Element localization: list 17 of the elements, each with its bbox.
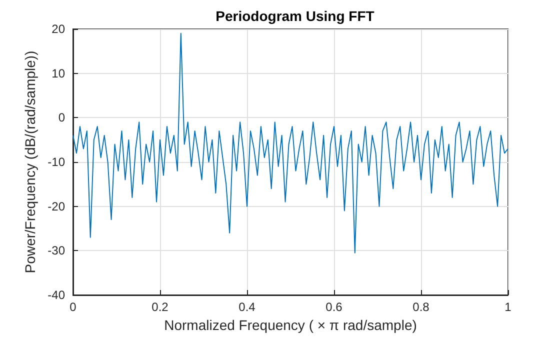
y-axis-title: Power/Frequency (dB/(rad/sample)) [22,50,38,274]
x-tick-label: 0.6 [326,300,343,314]
line-series [72,32,508,254]
chart-title: Periodogram Using FFT [216,8,375,24]
y-tick-label: 10 [52,66,66,80]
y-tick-label: -40 [48,288,66,302]
y-tick-label: -30 [48,244,66,258]
x-tick-label: 1 [504,300,512,314]
x-tick-label: 0.4 [238,300,256,314]
y-tick-label: 20 [52,22,66,36]
x-tick-label: 0.2 [152,300,169,314]
y-tick-label: -10 [48,155,66,169]
x-axis-title: Normalized Frequency ( × π rad/sample) [164,316,417,333]
y-tick-label: -20 [48,199,66,214]
x-tick-label: 0 [70,300,77,314]
y-tick-label: 0 [58,110,66,125]
x-tick-label: 0.8 [412,300,430,314]
